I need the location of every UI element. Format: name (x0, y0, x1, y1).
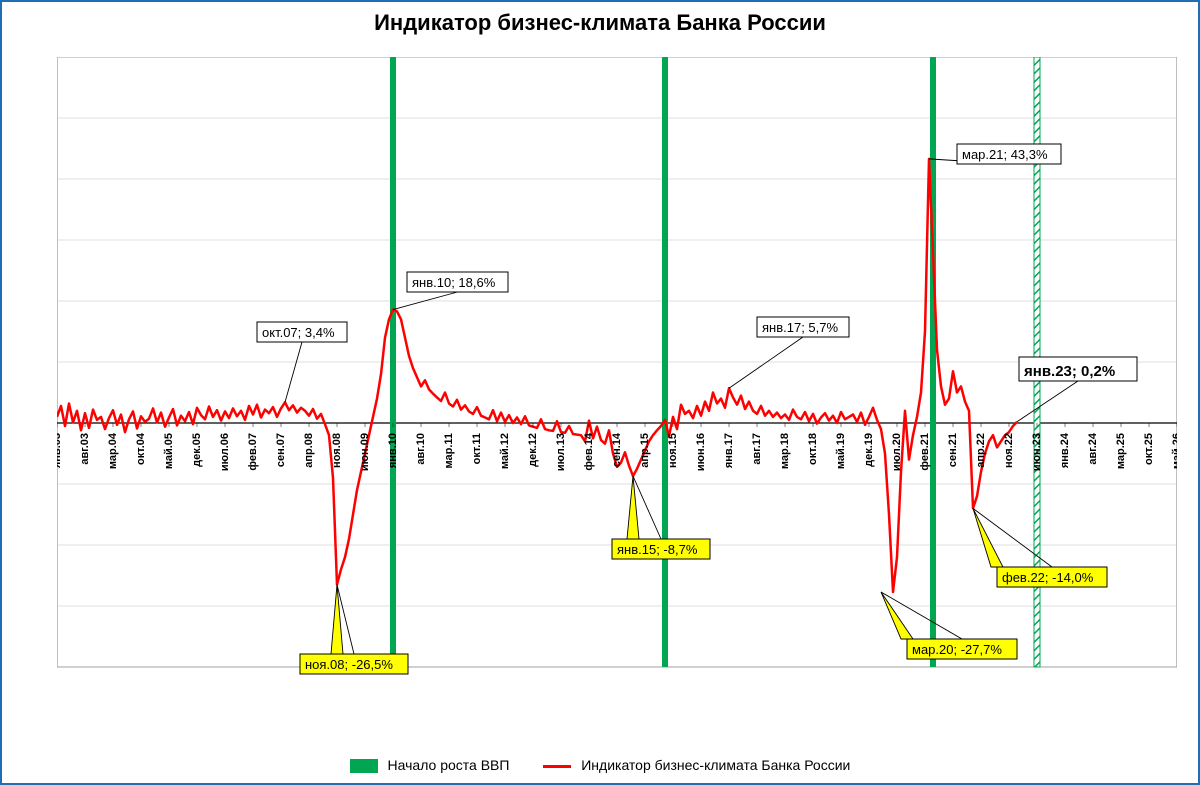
svg-text:мар.04: мар.04 (107, 432, 119, 469)
svg-text:окт.11: окт.11 (471, 433, 483, 464)
chart-title: Индикатор бизнес-климата Банка России (2, 10, 1198, 36)
svg-text:май.19: май.19 (835, 433, 847, 469)
svg-text:ноя.08: ноя.08 (331, 433, 343, 468)
svg-text:янв.24: янв.24 (1059, 432, 1071, 468)
svg-text:мар.25: мар.25 (1115, 433, 1127, 469)
legend: Начало роста ВВП Индикатор бизнес-климат… (2, 757, 1198, 773)
svg-text:мар.21; 43,3%: мар.21; 43,3% (962, 147, 1048, 162)
svg-text:дек.05: дек.05 (191, 433, 203, 467)
svg-text:янв.15; -8,7%: янв.15; -8,7% (617, 542, 698, 557)
svg-text:фев.21: фев.21 (919, 433, 931, 471)
svg-text:фев.07: фев.07 (247, 433, 259, 471)
svg-text:янв.10; 18,6%: янв.10; 18,6% (412, 275, 496, 290)
svg-text:окт.04: окт.04 (135, 432, 147, 465)
svg-text:окт.25: окт.25 (1143, 433, 1155, 465)
chart-plot: -40%-30%-20%-10%0%10%20%30%40%50%60% янв… (57, 57, 1177, 707)
svg-text:ноя.08; -26,5%: ноя.08; -26,5% (305, 657, 393, 672)
svg-text:окт.07; 3,4%: окт.07; 3,4% (262, 325, 335, 340)
legend-label-1: Начало роста ВВП (388, 757, 510, 773)
chart-frame: Индикатор бизнес-климата Банка России -4… (0, 0, 1200, 785)
svg-text:авг.24: авг.24 (1087, 432, 1099, 465)
svg-text:окт.18: окт.18 (807, 433, 819, 465)
svg-text:июн.16: июн.16 (695, 433, 707, 471)
svg-text:янв.03: янв.03 (57, 433, 63, 468)
svg-text:фев.14: фев.14 (583, 432, 595, 471)
svg-text:июн.09: июн.09 (359, 433, 371, 471)
svg-text:янв.17: янв.17 (723, 433, 735, 468)
svg-text:сен.07: сен.07 (275, 433, 287, 467)
svg-text:дек.12: дек.12 (527, 433, 539, 467)
svg-text:янв.23; 0,2%: янв.23; 0,2% (1024, 363, 1115, 380)
legend-swatch-red (543, 765, 571, 768)
svg-text:авг.17: авг.17 (751, 433, 763, 465)
svg-text:май.12: май.12 (499, 433, 511, 469)
svg-text:апр.22: апр.22 (975, 433, 987, 468)
data-line (57, 159, 1017, 592)
svg-text:июл.20: июл.20 (891, 433, 903, 471)
svg-text:фев.22; -14,0%: фев.22; -14,0% (1002, 570, 1094, 585)
svg-text:мар.11: мар.11 (443, 433, 455, 469)
svg-text:июл.13: июл.13 (555, 433, 567, 471)
legend-label-2: Индикатор бизнес-климата Банка России (581, 757, 850, 773)
svg-text:дек.19: дек.19 (863, 433, 875, 467)
svg-text:янв.10: янв.10 (387, 433, 399, 468)
svg-text:авг.10: авг.10 (415, 433, 427, 465)
svg-text:сен.14: сен.14 (611, 432, 623, 467)
svg-text:июн.23: июн.23 (1031, 433, 1043, 471)
svg-text:ноя.15: ноя.15 (667, 433, 679, 468)
svg-text:сен.21: сен.21 (947, 433, 959, 467)
svg-text:апр.08: апр.08 (303, 433, 315, 468)
svg-text:янв.17; 5,7%: янв.17; 5,7% (762, 320, 838, 335)
svg-text:мар.20; -27,7%: мар.20; -27,7% (912, 642, 1002, 657)
svg-text:май.05: май.05 (163, 433, 175, 469)
legend-swatch-green (350, 759, 378, 773)
svg-text:авг.03: авг.03 (79, 433, 91, 465)
svg-text:мар.18: мар.18 (779, 433, 791, 469)
svg-text:июл.06: июл.06 (219, 433, 231, 471)
svg-text:ноя.22: ноя.22 (1003, 433, 1015, 468)
svg-text:апр.15: апр.15 (639, 433, 651, 468)
svg-text:май.26: май.26 (1171, 433, 1177, 469)
